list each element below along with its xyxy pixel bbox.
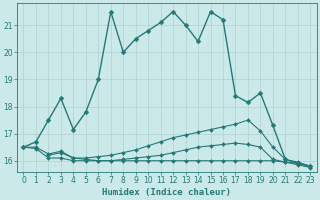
X-axis label: Humidex (Indice chaleur): Humidex (Indice chaleur) — [102, 188, 231, 197]
